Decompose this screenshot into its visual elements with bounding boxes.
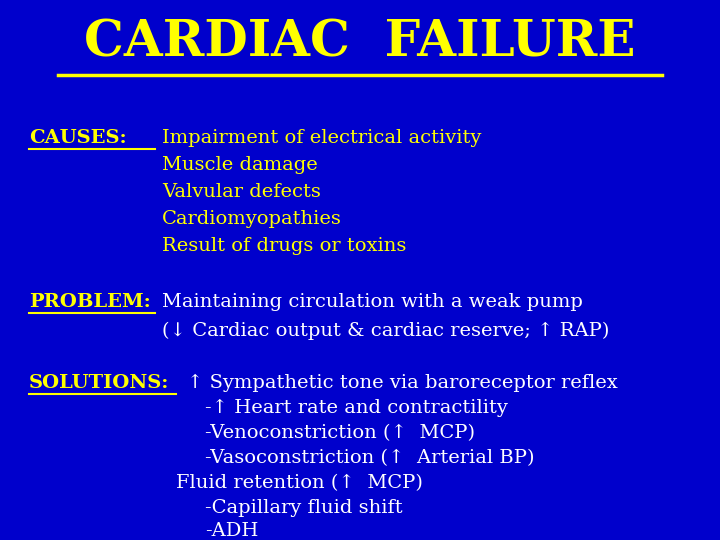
Text: Result of drugs or toxins: Result of drugs or toxins <box>162 237 406 255</box>
Text: Valvular defects: Valvular defects <box>162 183 321 201</box>
Text: SOLUTIONS:: SOLUTIONS: <box>29 374 169 393</box>
Text: Cardiomyopathies: Cardiomyopathies <box>162 210 342 228</box>
Text: Maintaining circulation with a weak pump: Maintaining circulation with a weak pump <box>162 293 583 312</box>
Text: Impairment of electrical activity: Impairment of electrical activity <box>162 129 482 147</box>
Text: (↓ Cardiac output & cardiac reserve; ↑ RAP): (↓ Cardiac output & cardiac reserve; ↑ R… <box>162 321 609 340</box>
Text: ↑ Sympathetic tone via baroreceptor reflex: ↑ Sympathetic tone via baroreceptor refl… <box>187 374 618 393</box>
Text: Fluid retention (↑  MCP): Fluid retention (↑ MCP) <box>176 474 423 492</box>
Text: CAUSES:: CAUSES: <box>29 129 127 147</box>
Text: -Capillary fluid shift: -Capillary fluid shift <box>205 498 402 517</box>
Text: PROBLEM:: PROBLEM: <box>29 293 150 312</box>
Text: Muscle damage: Muscle damage <box>162 156 318 174</box>
Text: -↑ Heart rate and contractility: -↑ Heart rate and contractility <box>205 399 508 417</box>
Text: -Venoconstriction (↑  MCP): -Venoconstriction (↑ MCP) <box>205 424 475 442</box>
Text: -Vasoconstriction (↑  Arterial BP): -Vasoconstriction (↑ Arterial BP) <box>205 449 535 467</box>
Text: CARDIAC  FAILURE: CARDIAC FAILURE <box>84 19 636 68</box>
Text: -ADH: -ADH <box>205 522 258 540</box>
